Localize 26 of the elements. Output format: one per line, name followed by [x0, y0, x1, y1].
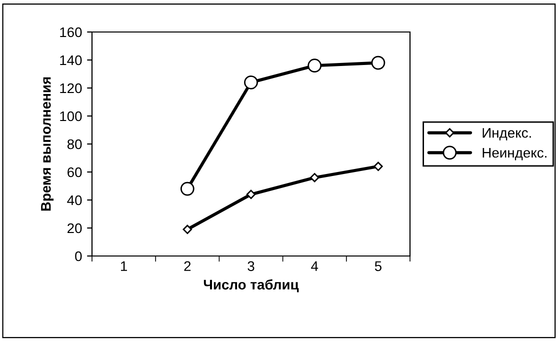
legend-label: Неиндекс.	[482, 148, 546, 160]
y-tick-label: 60	[68, 167, 82, 178]
x-tick-label: 2	[184, 261, 191, 271]
y-tick-label: 80	[67, 139, 82, 150]
y-tick-label: 100	[60, 111, 82, 122]
y-tick-label: 40	[67, 195, 82, 206]
point	[310, 172, 320, 182]
legend-label: Индекс.	[482, 128, 531, 140]
x-tick-label: 4	[311, 261, 318, 271]
y-tick-label: 0	[75, 251, 82, 262]
y-tick-label: 120	[60, 83, 82, 94]
point	[374, 162, 383, 172]
x-axis-title: Число таблиц	[204, 279, 299, 292]
y-axis-title: Время выполнения	[41, 77, 54, 211]
x-tick-label: 5	[374, 261, 382, 272]
y-tick-label: 140	[60, 55, 82, 66]
point	[308, 58, 322, 73]
x-tick-label: 1	[120, 261, 127, 271]
point	[371, 56, 386, 70]
y-tick-label: 160	[60, 27, 82, 38]
point	[182, 224, 192, 234]
point	[180, 182, 194, 196]
y-tick-label: 20	[68, 223, 82, 234]
point	[246, 190, 256, 200]
x-tick-label: 3	[248, 261, 254, 272]
point	[244, 75, 258, 90]
